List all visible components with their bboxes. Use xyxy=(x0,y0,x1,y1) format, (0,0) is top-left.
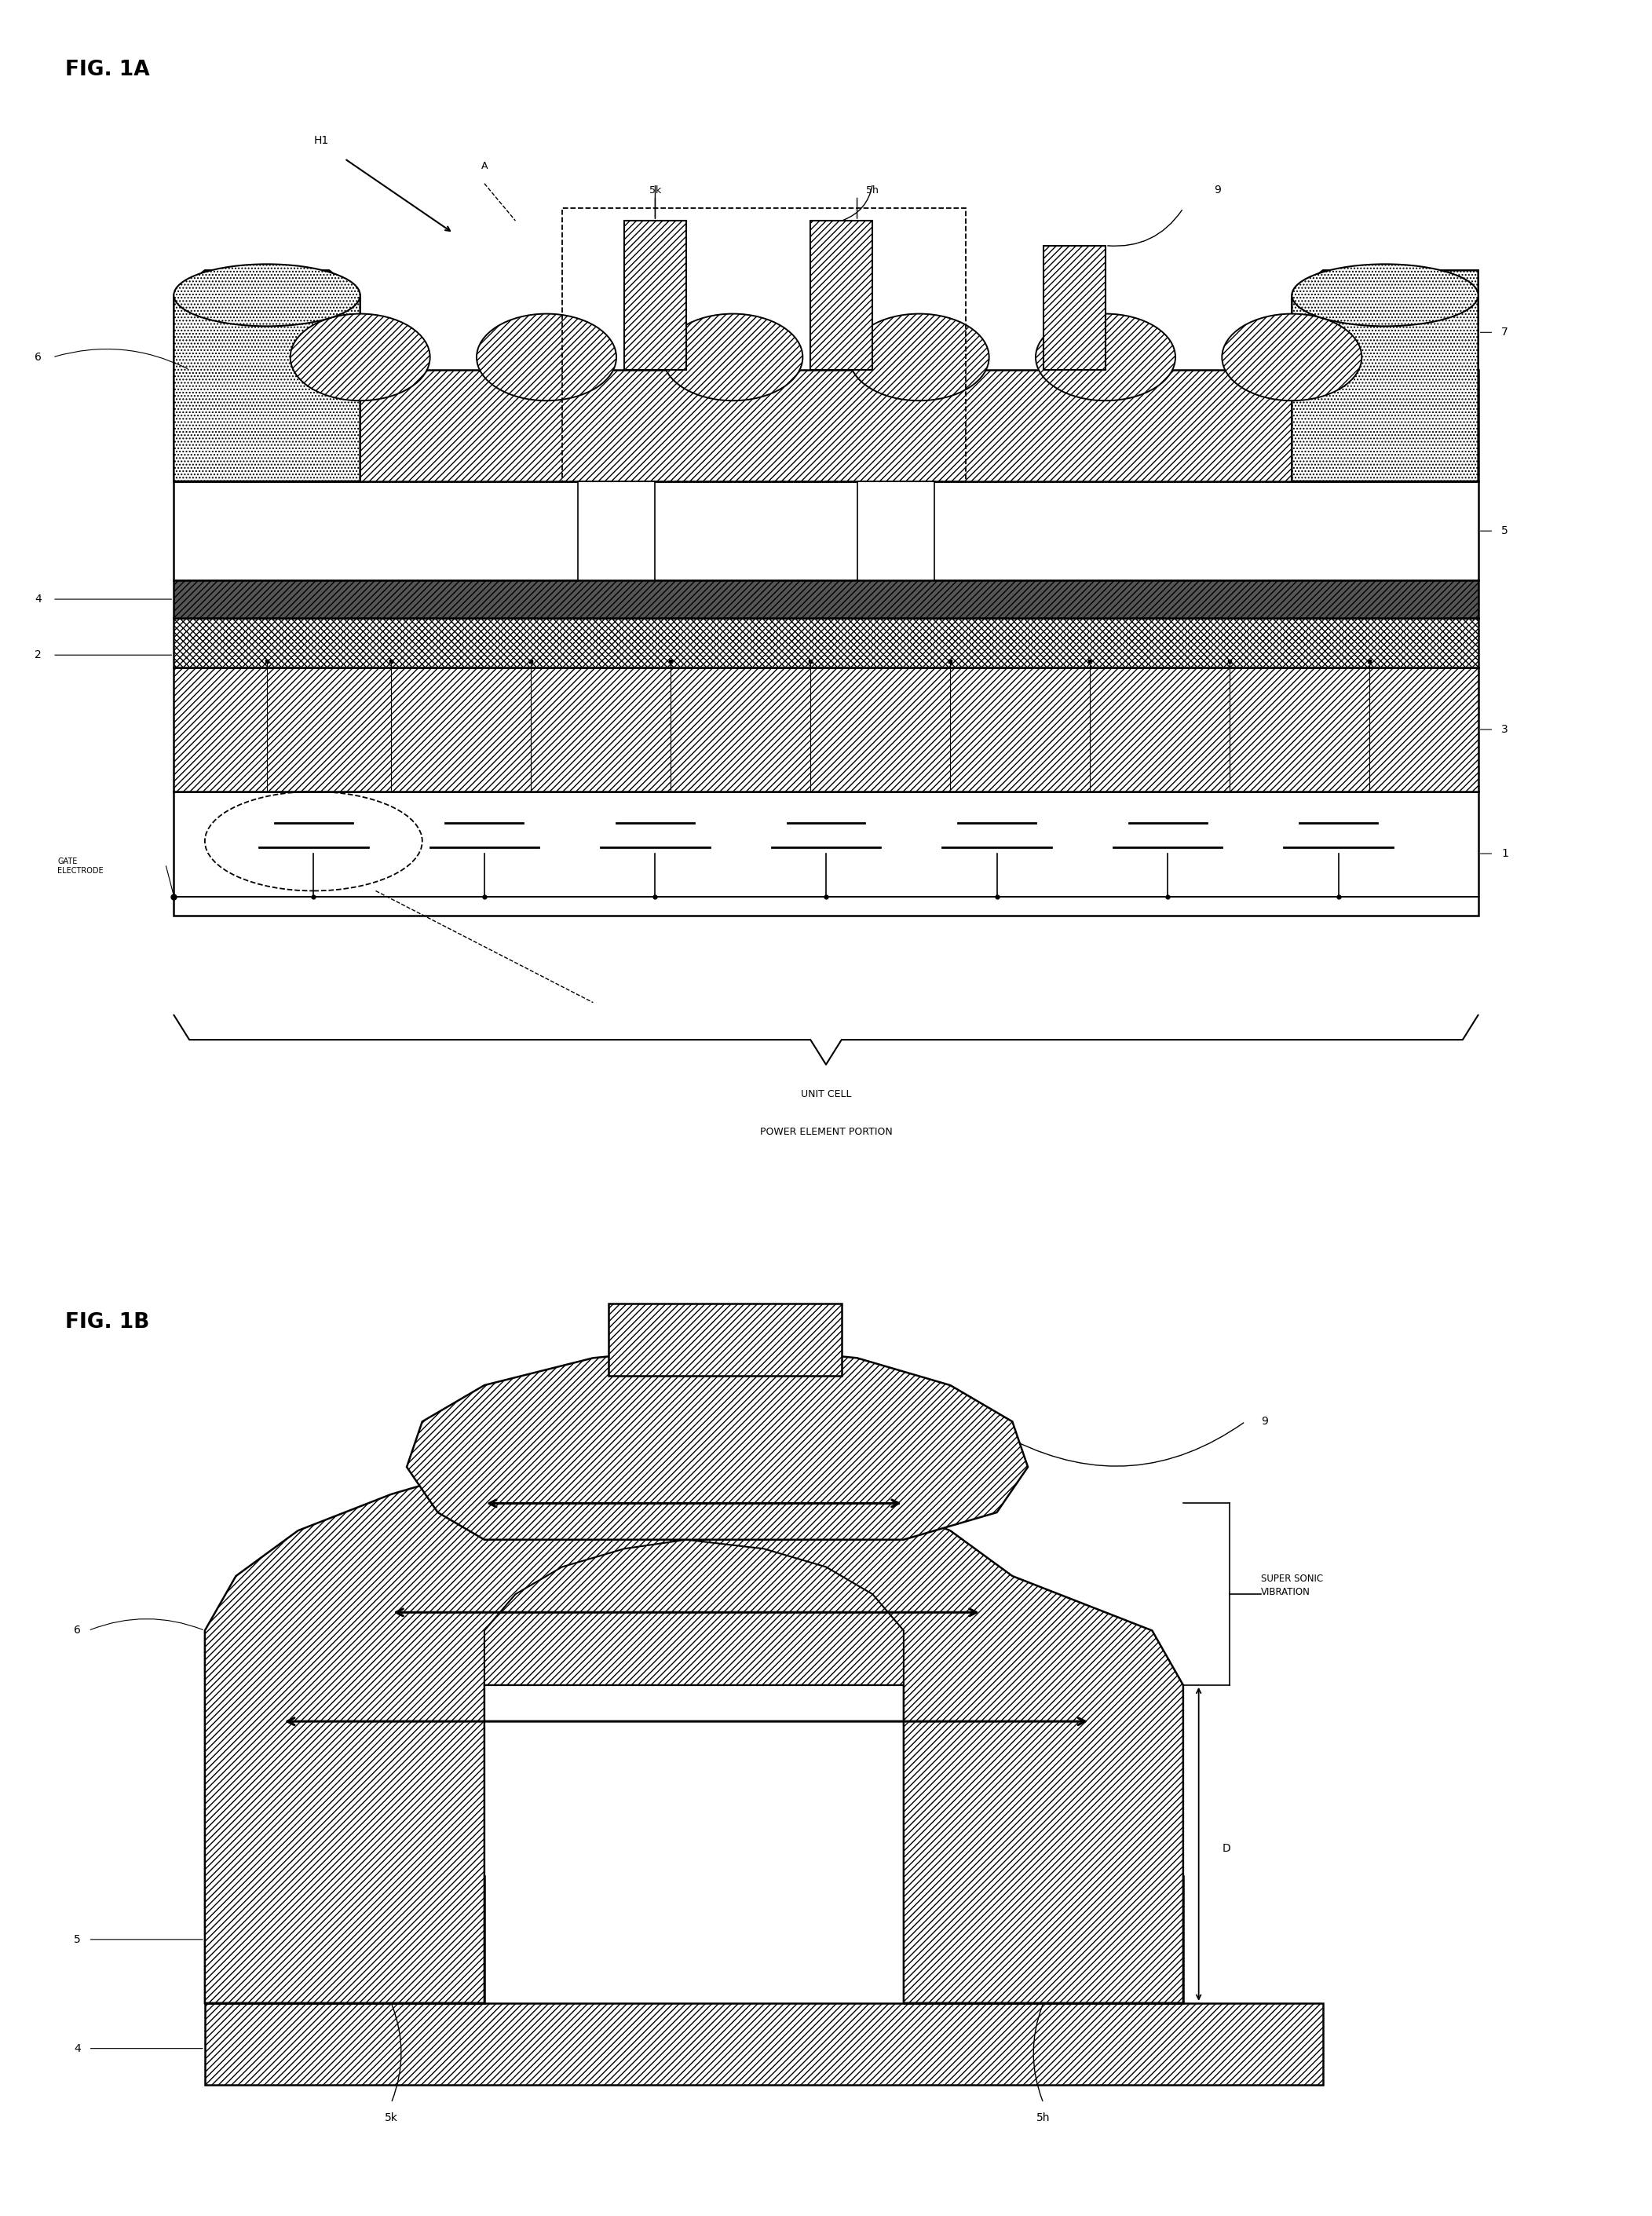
Text: 1: 1 xyxy=(1502,849,1508,860)
Polygon shape xyxy=(205,1449,1183,2003)
Text: 4: 4 xyxy=(35,594,41,605)
Text: 5h: 5h xyxy=(866,186,879,195)
Text: FIG. 1A: FIG. 1A xyxy=(64,60,150,80)
Text: 3: 3 xyxy=(1502,725,1508,736)
Bar xyxy=(173,370,1479,481)
Text: A: A xyxy=(481,162,487,171)
Polygon shape xyxy=(484,1540,904,1684)
Bar xyxy=(904,1684,1183,2003)
Text: 5k: 5k xyxy=(649,186,661,195)
Ellipse shape xyxy=(1222,315,1361,401)
Bar xyxy=(578,481,656,581)
Bar xyxy=(857,481,935,581)
Bar xyxy=(173,581,1479,618)
Text: 6: 6 xyxy=(35,352,41,363)
Bar xyxy=(1044,246,1105,370)
Text: 9: 9 xyxy=(1260,1416,1267,1427)
Polygon shape xyxy=(406,1350,1028,1540)
Polygon shape xyxy=(1292,270,1479,481)
Text: 5h: 5h xyxy=(1036,2112,1051,2123)
Bar xyxy=(811,222,872,370)
Bar xyxy=(173,481,1479,581)
Bar xyxy=(624,222,686,370)
Ellipse shape xyxy=(1036,315,1176,401)
Bar xyxy=(173,618,1479,667)
Text: 9: 9 xyxy=(1214,184,1221,195)
Text: 4: 4 xyxy=(74,2043,81,2054)
Ellipse shape xyxy=(662,315,803,401)
Text: 5: 5 xyxy=(1502,525,1508,536)
Text: H1: H1 xyxy=(314,135,329,146)
Bar xyxy=(608,1303,841,1376)
Bar xyxy=(904,1875,1183,2003)
Ellipse shape xyxy=(173,264,360,326)
Text: 5: 5 xyxy=(74,1935,81,1946)
Text: FIG. 1B: FIG. 1B xyxy=(64,1312,149,1334)
Text: GATE
ELECTRODE: GATE ELECTRODE xyxy=(58,858,104,875)
Ellipse shape xyxy=(1292,264,1479,326)
Polygon shape xyxy=(173,270,360,481)
Ellipse shape xyxy=(849,315,990,401)
Text: POWER ELEMENT PORTION: POWER ELEMENT PORTION xyxy=(760,1126,892,1137)
Ellipse shape xyxy=(477,315,616,401)
Text: D: D xyxy=(1222,1844,1231,1855)
Bar xyxy=(205,2003,1323,2085)
Ellipse shape xyxy=(291,315,430,401)
Bar xyxy=(205,1684,484,2003)
Text: 5k: 5k xyxy=(385,2112,398,2123)
Bar xyxy=(173,791,1479,915)
Text: 7: 7 xyxy=(1502,328,1508,337)
Bar xyxy=(205,1875,484,2003)
Text: SUPER SONIC
VIBRATION: SUPER SONIC VIBRATION xyxy=(1260,1573,1323,1598)
Bar xyxy=(562,208,966,481)
Text: UNIT CELL: UNIT CELL xyxy=(801,1090,851,1099)
Text: 2: 2 xyxy=(35,649,41,660)
Text: 6: 6 xyxy=(74,1624,81,1635)
Bar xyxy=(173,667,1479,791)
